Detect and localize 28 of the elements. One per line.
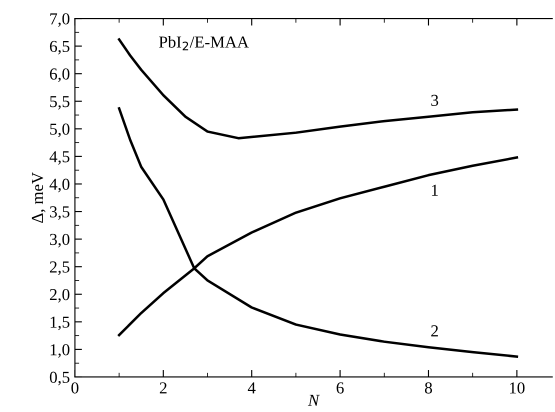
annotation: PbI$_{2}$/E-MAA — [159, 36, 249, 50]
y-axis-title: Δ, meV — [32, 172, 46, 223]
line-series — [118, 38, 518, 140]
y-tick-label: 4,5 — [50, 151, 70, 165]
series-label: 3 — [431, 94, 438, 106]
x-tick-label: 2 — [160, 382, 167, 394]
x-tick-label: 8 — [424, 382, 432, 394]
y-tick-label: 7,0 — [50, 13, 70, 27]
y-tick-label: 5,5 — [50, 96, 70, 110]
y-tick-label: 5,0 — [50, 124, 70, 138]
y-tick-label: 2,0 — [50, 288, 70, 303]
y-tick-label: 0,5 — [50, 372, 70, 386]
y-tick-label: 3,5 — [50, 206, 70, 220]
line-series — [118, 107, 518, 358]
x-tick-label: 0 — [71, 382, 78, 394]
y-tick-label: 6,0 — [50, 68, 70, 82]
y-tick-label: 1,0 — [50, 344, 70, 358]
series-label: 2 — [431, 325, 438, 336]
series-label: 1 — [432, 184, 438, 196]
y-tick-label: 3,0 — [50, 234, 70, 248]
y-tick-label: 1,5 — [50, 316, 70, 330]
x-axis-title: N — [308, 394, 320, 406]
y-tick-label: 2,5 — [50, 261, 70, 276]
y-tick-label: 6,5 — [50, 40, 70, 54]
x-tick-label: 6 — [336, 382, 344, 394]
y-tick-label: 4,0 — [50, 178, 70, 192]
x-tick-label: 10 — [510, 382, 525, 394]
x-tick-label: 4 — [248, 382, 256, 394]
